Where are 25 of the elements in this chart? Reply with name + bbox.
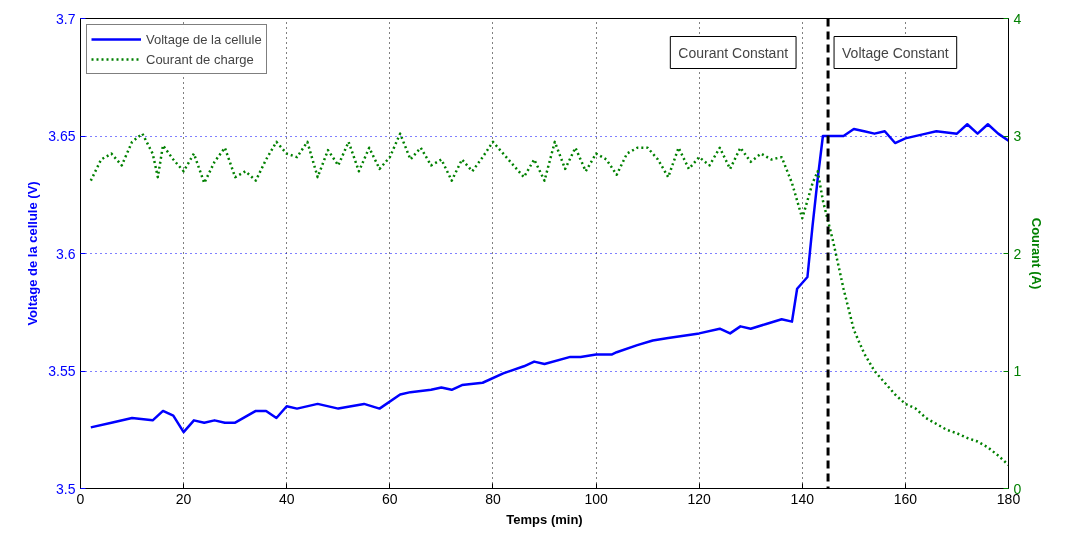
annotation: Voltage Constant (842, 44, 949, 61)
y2-axis-title: Courant (A) (1029, 217, 1045, 290)
legend-label: Voltage de la cellule (146, 31, 262, 47)
x-tick-label: 80 (485, 490, 501, 507)
x-tick-label: 160 (893, 490, 918, 507)
y-tick-label: 3.6 (56, 245, 76, 262)
x-tick-label: 40 (278, 490, 295, 507)
x-tick-label: 120 (687, 490, 712, 507)
y-tick-label: 3.5 (56, 480, 76, 497)
x-axis-title: Temps (min) (506, 511, 583, 527)
y2-tick-label: 4 (1013, 10, 1022, 27)
x-tick-label: 140 (790, 490, 815, 507)
y-tick-label: 3.55 (48, 363, 76, 379)
y-axis-title: Voltage de la cellule (V) (25, 181, 41, 326)
x-tick-label: 100 (584, 490, 608, 507)
y-tick-label: 3.65 (48, 128, 76, 144)
x-tick-label: 60 (382, 490, 398, 507)
y2-tick-label: 2 (1013, 245, 1022, 262)
annotation: Courant Constant (678, 44, 789, 61)
x-tick-label: 20 (175, 490, 192, 507)
y2-tick-label: 1 (1013, 363, 1022, 379)
legend-label: Courant de charge (146, 51, 254, 67)
x-tick-label: 0 (76, 490, 85, 507)
y2-tick-label: 3 (1013, 128, 1022, 144)
y-tick-label: 3.7 (56, 10, 76, 27)
